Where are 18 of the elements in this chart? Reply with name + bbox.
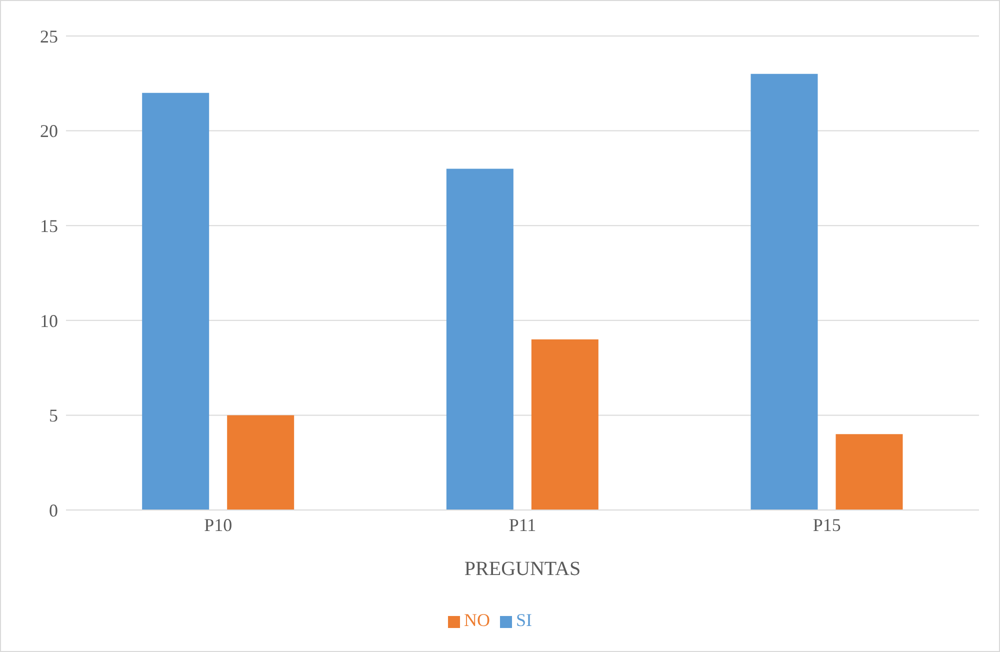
- legend-label: NO: [464, 610, 490, 630]
- bar: [446, 168, 514, 510]
- y-tick-label: 15: [40, 216, 58, 236]
- y-tick-label: 25: [40, 26, 58, 46]
- y-tick-label: 10: [40, 310, 58, 331]
- bar: [750, 74, 818, 510]
- x-tick-label: P10: [204, 514, 232, 535]
- y-tick-label: 20: [40, 121, 58, 142]
- x-tick-label: P11: [508, 514, 536, 535]
- y-tick-label: 5: [49, 406, 58, 426]
- bar: [142, 92, 210, 510]
- bar: [227, 415, 294, 510]
- x-tick-label: P15: [812, 514, 841, 535]
- y-tick-label: 0: [49, 500, 58, 520]
- legend-label: SI: [516, 610, 532, 630]
- x-axis-title: PREGUNTAS: [464, 558, 581, 580]
- bar: [836, 434, 903, 510]
- bar: [531, 339, 598, 510]
